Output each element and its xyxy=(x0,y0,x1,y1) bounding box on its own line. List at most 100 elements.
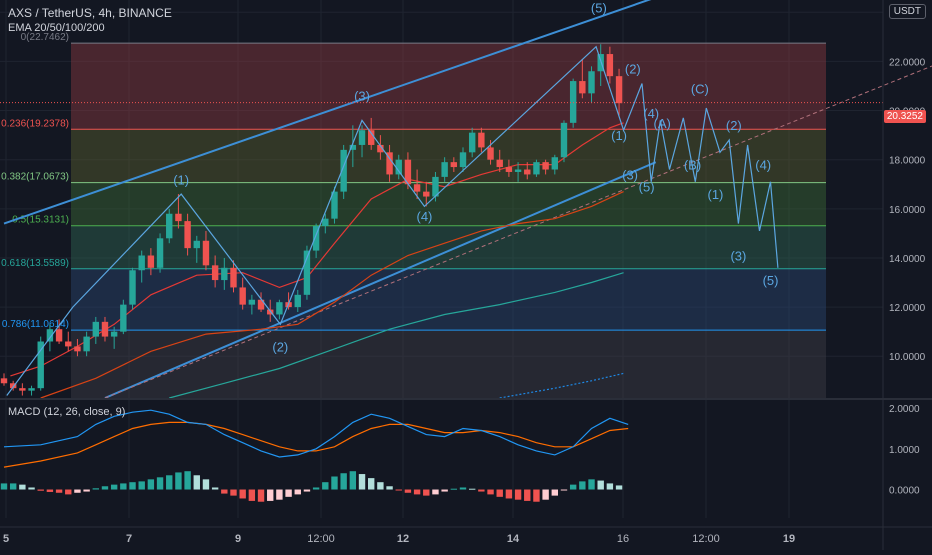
macd-histogram-bar xyxy=(193,475,200,490)
chart-header: AXS / TetherUS, 4h, BINANCE xyxy=(8,6,172,20)
candle-body xyxy=(276,302,283,315)
macd-histogram-bar xyxy=(248,489,256,501)
ema-indicator-label[interactable]: EMA 20/50/100/200 xyxy=(8,22,105,34)
candle-body xyxy=(230,267,237,288)
candle-body xyxy=(533,162,540,175)
price-tick-label: 18.0000 xyxy=(889,156,926,167)
price-tick-label: 14.0000 xyxy=(889,254,926,265)
macd-histogram-bar xyxy=(524,489,531,501)
wave-label: (2) xyxy=(272,339,288,354)
macd-histogram-bar xyxy=(560,489,568,491)
candle-body xyxy=(404,159,412,185)
macd-histogram-bar xyxy=(441,489,448,492)
macd-histogram-bar xyxy=(413,489,421,495)
wave-label: (3) xyxy=(730,248,746,263)
macd-histogram-bar xyxy=(202,479,210,490)
channel-lower-line xyxy=(104,161,657,399)
candle-body xyxy=(349,144,357,150)
macd-histogram-bar xyxy=(551,489,558,496)
macd-histogram-bar xyxy=(615,485,623,490)
candle-body xyxy=(368,130,375,145)
macd-histogram-bar xyxy=(28,487,35,490)
fib-zone xyxy=(71,268,826,331)
candle-body xyxy=(46,329,54,342)
candle-body xyxy=(294,294,301,308)
candle-body xyxy=(487,147,494,160)
macd-histogram-bar xyxy=(432,489,439,495)
candle-body xyxy=(358,130,366,145)
macd-histogram-bar xyxy=(496,489,503,497)
candle-body xyxy=(257,299,265,310)
fib-level-label: 0.618(13.5589) xyxy=(1,258,69,269)
candle-body xyxy=(432,176,439,197)
candle-body xyxy=(505,167,513,172)
fib-level-label: 0.786(11.0614) xyxy=(2,319,69,330)
channel-median-dashed xyxy=(104,65,932,399)
time-tick-label: 12 xyxy=(397,533,409,545)
time-tick-label: 16 xyxy=(617,533,629,545)
candle-body xyxy=(147,255,155,268)
time-tick-label: 12:00 xyxy=(307,533,335,545)
candle-body xyxy=(423,191,430,197)
candle-body xyxy=(579,81,586,94)
macd-histogram-bar xyxy=(368,478,375,490)
wave-label: (1) xyxy=(173,172,189,187)
candle-body xyxy=(450,162,458,168)
candle-body xyxy=(395,159,402,175)
symbol-title[interactable]: AXS / TetherUS, 4h, BINANCE xyxy=(8,6,172,20)
macd-histogram-bar xyxy=(267,489,274,501)
wave-labels: (1)(2)(3)(4)(5)(2)(4)(1)(A)(3)(5)(B)(C)(… xyxy=(173,0,778,354)
macd-histogram-bar xyxy=(166,475,173,490)
macd-histogram-bar xyxy=(175,472,182,490)
candle-body xyxy=(322,218,329,227)
macd-histogram-bar xyxy=(65,489,72,495)
candle-body xyxy=(184,221,191,249)
indicator-legend: EMA 20/50/100/200 xyxy=(8,22,105,34)
macd-signal-line xyxy=(3,421,629,468)
grid-lines xyxy=(0,0,883,518)
candle-body xyxy=(9,383,17,389)
candle-body xyxy=(569,81,577,123)
time-tick-label: 12:00 xyxy=(692,533,720,545)
candle-body xyxy=(312,226,320,251)
wave-label: (5) xyxy=(639,180,655,195)
time-tick-label: 9 xyxy=(235,533,241,545)
macd-histogram-bar xyxy=(331,476,338,490)
candle-body xyxy=(542,162,549,170)
candle-body xyxy=(597,54,604,72)
candle-body xyxy=(524,169,531,175)
macd-histogram-bar xyxy=(257,489,265,502)
macd-line xyxy=(3,409,629,458)
macd-histogram-bar xyxy=(230,489,237,496)
macd-histogram-bar xyxy=(597,480,604,490)
channel-upper-line xyxy=(3,0,652,225)
currency-button[interactable]: USDT xyxy=(888,4,926,19)
macd-histogram-bar xyxy=(239,489,246,499)
macd-histogram-bar xyxy=(19,484,26,490)
candle-body xyxy=(110,331,118,337)
candle-body xyxy=(37,341,44,389)
macd-indicator-label[interactable]: MACD (12, 26, close, 9) xyxy=(8,406,126,418)
candle-body xyxy=(514,169,522,172)
fib-zone xyxy=(71,225,826,269)
candle-body xyxy=(0,378,8,384)
price-tick-label: 12.0000 xyxy=(889,303,926,314)
candle-body xyxy=(459,152,467,168)
macd-histogram-bar xyxy=(358,474,366,490)
candle-body xyxy=(606,54,614,77)
candle-body xyxy=(28,388,35,391)
candle-body xyxy=(74,346,81,352)
wave-label: (C) xyxy=(691,81,709,96)
macd-histogram-bar xyxy=(322,482,329,490)
wave-label: (A) xyxy=(654,116,671,131)
macd-histogram-bar xyxy=(478,489,485,492)
last-price-tag: 20.3252 xyxy=(883,110,926,123)
macd-histogram-bar xyxy=(340,473,347,490)
candle-body xyxy=(211,265,219,281)
ema-line-ema-200 xyxy=(499,372,624,399)
macd-histogram-bar xyxy=(312,487,320,490)
macd-histogram-bar xyxy=(542,489,549,500)
candle-body xyxy=(129,270,136,305)
